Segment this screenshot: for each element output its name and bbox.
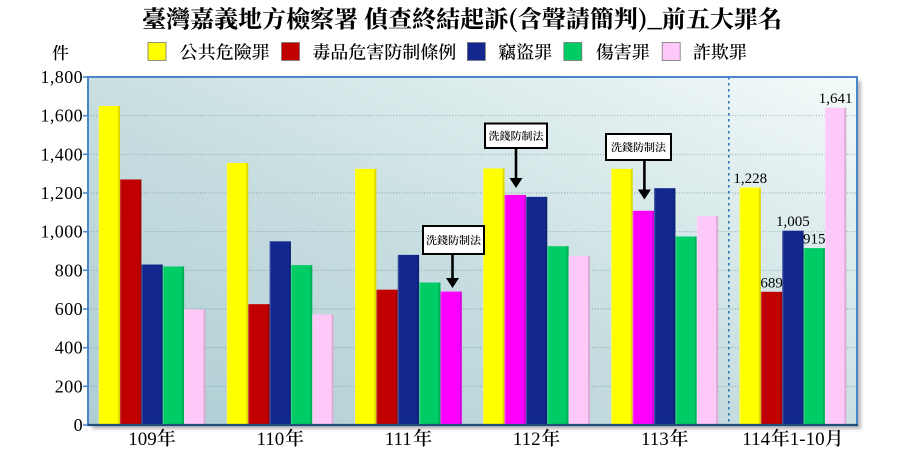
svg-text:113: 113 xyxy=(641,429,669,450)
svg-text:600: 600 xyxy=(55,299,83,319)
svg-text:111: 111 xyxy=(385,429,412,450)
svg-text:110: 110 xyxy=(257,429,285,450)
svg-text:1,228: 1,228 xyxy=(733,171,767,187)
svg-text:1,600: 1,600 xyxy=(41,106,84,126)
svg-text:800: 800 xyxy=(55,260,83,280)
svg-text:0: 0 xyxy=(74,415,83,435)
svg-text:200: 200 xyxy=(55,376,83,396)
svg-text:1,200: 1,200 xyxy=(41,183,84,203)
svg-text:1,000: 1,000 xyxy=(41,222,84,242)
svg-text:109: 109 xyxy=(128,429,157,450)
svg-text:1,400: 1,400 xyxy=(41,144,84,164)
svg-text:112: 112 xyxy=(513,429,541,450)
svg-text:1,800: 1,800 xyxy=(41,67,84,87)
svg-text:114: 114 xyxy=(742,429,770,450)
svg-text:1,641: 1,641 xyxy=(819,91,853,107)
svg-text:1-10: 1-10 xyxy=(790,429,825,450)
svg-text:400: 400 xyxy=(55,338,83,358)
svg-text:689: 689 xyxy=(760,275,783,291)
svg-text:915: 915 xyxy=(803,232,826,248)
svg-text:1,005: 1,005 xyxy=(776,214,810,230)
